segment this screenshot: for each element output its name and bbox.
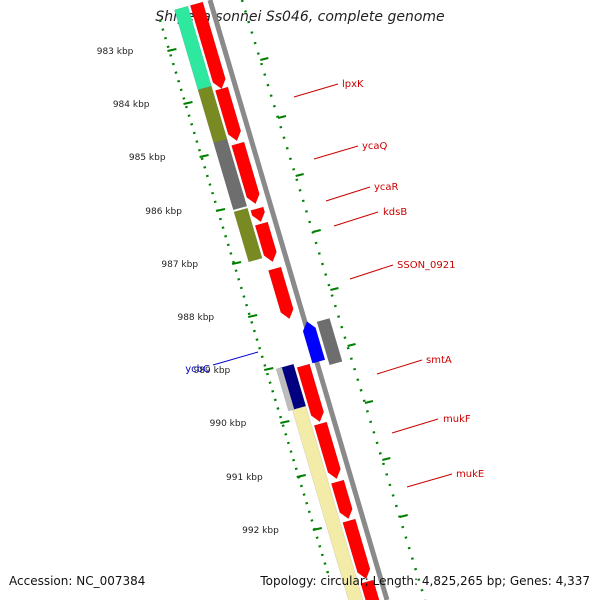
scale-tick [247,314,258,318]
gene-arrow [231,141,260,205]
gene-arrow [189,1,226,90]
scale-tick [183,101,193,105]
accession-text: Accession: NC_007384 [9,574,146,588]
gene-arrow [268,266,294,320]
gene-label: smtA [426,355,452,366]
backbone-line [207,0,390,600]
gene-label: mukE [456,469,484,480]
gene-block-gray [213,138,248,211]
scale-tick [199,154,209,158]
outer-tick [364,400,374,404]
scale-tick [167,48,177,52]
gene-arrow [330,479,353,520]
outer-tick [312,229,322,233]
gene-label: kdsB [383,207,407,218]
gene-arrow [313,421,341,480]
gene-label-pointer [313,145,359,160]
gene-arrow [342,518,371,580]
gene-label-pointer [349,264,394,280]
scale-label: 983 kbp [97,47,134,57]
gene-label: lpxK [342,79,364,90]
scale-label: 990 kbp [210,419,247,429]
gene-label-pointer [293,83,339,98]
genome-stats-text: Topology: circular; Length: 4,825,265 bp… [260,574,590,588]
gene-arrow [360,579,380,600]
scale-label: 987 kbp [161,260,198,270]
gene-label: ycaQ [362,141,388,152]
scale-tick [312,527,323,531]
map-title: Shigella sonnei Ss046, complete genome [155,9,445,25]
scale-label: 991 kbp [226,473,263,483]
gene-label: ycbC [185,364,210,375]
gene-block-yellow [292,405,364,600]
gene-arrow [250,206,265,223]
gene-label-pointer [325,186,371,202]
gene-block-lightgray [275,367,295,412]
gene-label-pointer [376,359,423,375]
outer-tick [260,57,269,61]
scale-ruler [158,19,332,581]
gene-label-pointer [406,473,453,488]
outer-tick [330,287,339,291]
gene-label-pointer [212,351,259,366]
scale-label: 989 kbp [194,366,231,376]
scale-label: 992 kbp [242,526,279,536]
gene-arrow-blue [302,321,326,364]
gene-label-pointer [391,418,439,434]
outer-tick [277,115,287,119]
outer-tick [382,457,391,461]
gene-label: ycaR [374,182,399,193]
gene-block-gray [316,318,343,366]
scale-tick [215,208,226,212]
scale-label: 985 kbp [129,153,166,163]
outer-tick [347,343,356,347]
outer-tick [399,514,408,518]
gene-label: mukF [443,414,471,425]
scale-tick [280,420,290,424]
gene-label: SSON_0921 [397,260,456,271]
scale-label: 984 kbp [113,100,150,110]
gene-block-olive [233,207,263,263]
gene-label-pointer [333,211,379,227]
gene-arrow [215,86,242,142]
scale-tick [264,367,274,371]
outer-tick [295,173,304,177]
gene-arrow [296,363,324,423]
scale-tick [231,261,242,265]
scale-label: 986 kbp [145,207,182,217]
scale-tick [296,474,306,478]
gene-arrow [254,221,277,263]
scale-label: 988 kbp [177,313,214,323]
